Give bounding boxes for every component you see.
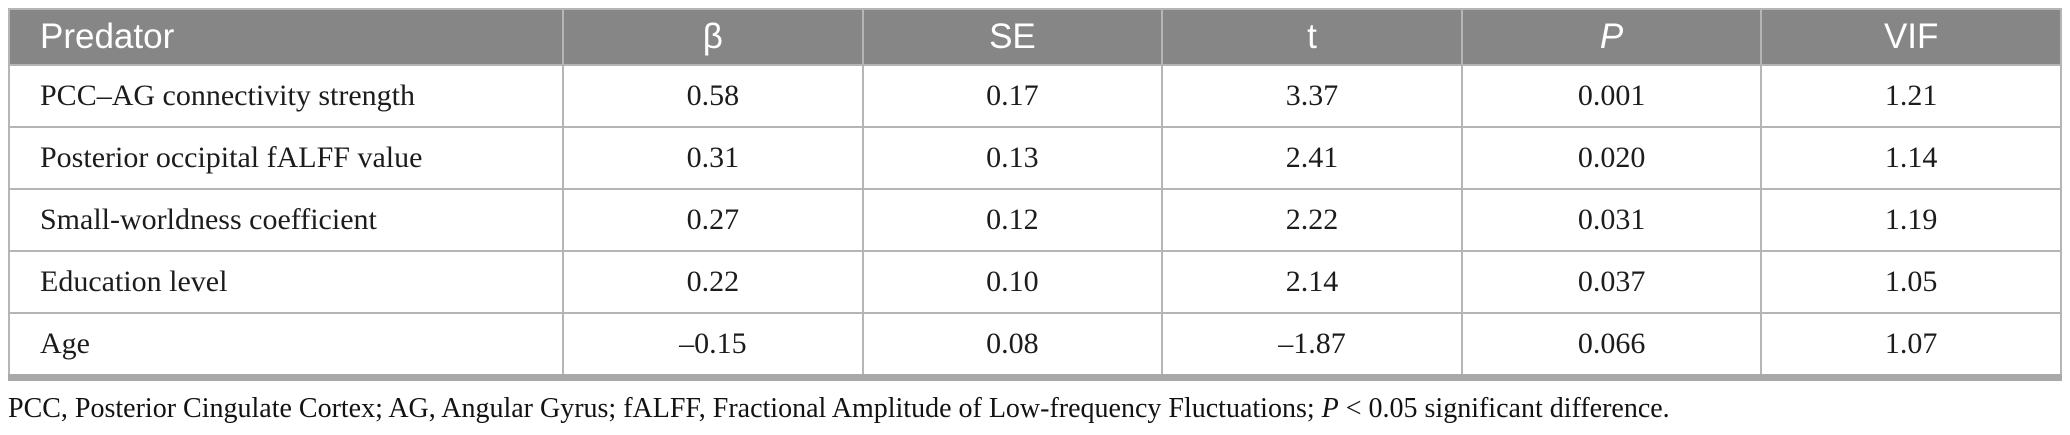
cell-p: 0.020	[1460, 126, 1763, 190]
cell-p: 0.066	[1460, 312, 1763, 379]
table-row: PCC–AG connectivity strength 0.58 0.17 3…	[7, 64, 2062, 128]
footnote-p-symbol: P	[1321, 393, 1339, 424]
cell-predictor: Small-worldness coefficient	[7, 188, 565, 252]
cell-beta: 0.22	[562, 250, 864, 314]
cell-se: 0.17	[861, 64, 1164, 128]
cell-se: 0.12	[861, 188, 1164, 252]
cell-vif: 1.07	[1760, 312, 2062, 379]
cell-se: 0.13	[861, 126, 1164, 190]
table-row: Education level 0.22 0.10 2.14 0.037 1.0…	[7, 250, 2062, 314]
table-row: Posterior occipital fALFF value 0.31 0.1…	[7, 126, 2062, 190]
cell-beta: 0.58	[562, 64, 864, 128]
table-row: Age –0.15 0.08 –1.87 0.066 1.07	[7, 312, 2062, 379]
header-cell-predator: Predator	[7, 8, 565, 66]
cell-p: 0.001	[1460, 64, 1763, 128]
cell-predictor: Education level	[7, 250, 565, 314]
table-footnote: PCC, Posterior Cingulate Cortex; AG, Ang…	[8, 393, 1670, 425]
cell-t: –1.87	[1161, 312, 1463, 379]
cell-p: 0.037	[1460, 250, 1763, 314]
header-cell-beta: β	[562, 8, 864, 66]
header-cell-t: t	[1161, 8, 1463, 66]
cell-predictor: Posterior occipital fALFF value	[7, 126, 565, 190]
cell-se: 0.10	[861, 250, 1164, 314]
footnote-significance: < 0.05 significant difference.	[1338, 393, 1670, 424]
cell-vif: 1.14	[1760, 126, 2062, 190]
cell-t: 2.14	[1161, 250, 1463, 314]
cell-beta: 0.31	[562, 126, 864, 190]
header-cell-vif: VIF	[1760, 8, 2062, 66]
cell-vif: 1.21	[1760, 64, 2062, 128]
cell-predictor: Age	[7, 312, 565, 379]
cell-p: 0.031	[1460, 188, 1763, 252]
cell-vif: 1.19	[1760, 188, 2062, 252]
cell-t: 2.41	[1161, 126, 1463, 190]
cell-vif: 1.05	[1760, 250, 2062, 314]
cell-t: 2.22	[1161, 188, 1463, 252]
regression-table: Predator β SE t P VIF PCC–AG connectivit…	[7, 8, 2062, 381]
cell-beta: 0.27	[562, 188, 864, 252]
header-row: Predator β SE t P VIF	[7, 8, 2062, 66]
header-cell-se: SE	[861, 8, 1164, 66]
cell-se: 0.08	[861, 312, 1164, 379]
table-row: Small-worldness coefficient 0.27 0.12 2.…	[7, 188, 2062, 252]
cell-predictor: PCC–AG connectivity strength	[7, 64, 565, 128]
cell-beta: –0.15	[562, 312, 864, 379]
header-cell-p: P	[1460, 8, 1763, 66]
cell-t: 3.37	[1161, 64, 1463, 128]
footnote-abbreviations: PCC, Posterior Cingulate Cortex; AG, Ang…	[8, 393, 1322, 424]
